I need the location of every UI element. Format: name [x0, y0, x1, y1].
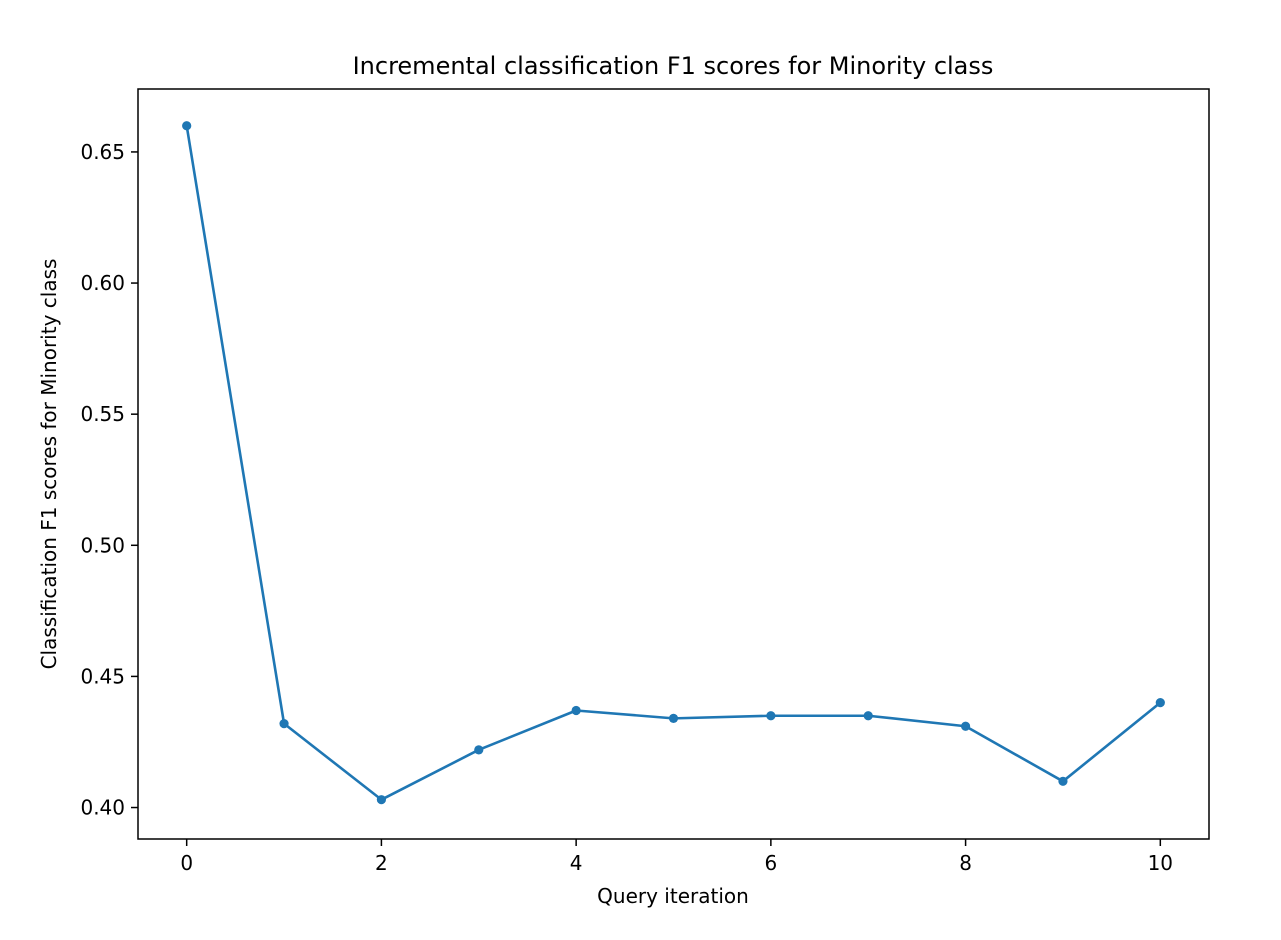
data-point	[474, 745, 484, 755]
x-tick-label: 0	[180, 851, 193, 875]
chart-title: Incremental classification F1 scores for…	[353, 52, 994, 80]
plot-area-frame	[137, 88, 1210, 840]
data-point	[863, 711, 873, 721]
y-tick-label: 0.55	[80, 402, 125, 426]
data-point	[376, 795, 387, 805]
y-tick-label: 0.60	[80, 271, 125, 295]
data-point	[1058, 776, 1068, 786]
x-tick-label: 8	[959, 851, 972, 875]
y-axis-ticks: 0.40 0.45 0.50 0.55 0.60 0.65	[80, 140, 138, 820]
x-tick-label: 10	[1148, 851, 1173, 875]
data-point	[766, 711, 776, 721]
data-point	[1155, 698, 1165, 708]
data-point	[279, 719, 289, 729]
data-point	[571, 705, 581, 716]
x-axis-ticks: 0 2 4 6 8 10	[180, 839, 1173, 875]
y-tick-label: 0.40	[80, 796, 125, 820]
x-tick-label: 4	[570, 851, 583, 875]
data-point	[960, 721, 971, 731]
x-tick-label: 6	[764, 851, 777, 875]
y-axis-label: Classification F1 scores for Minority cl…	[37, 259, 61, 670]
y-tick-label: 0.50	[80, 533, 125, 557]
x-axis-label: Query iteration	[597, 884, 749, 908]
data-point	[668, 713, 679, 723]
x-tick-label: 2	[375, 851, 388, 875]
data-point	[182, 121, 192, 131]
y-tick-label: 0.45	[80, 664, 125, 688]
y-tick-label: 0.65	[80, 140, 125, 164]
series-layer	[182, 121, 1165, 805]
